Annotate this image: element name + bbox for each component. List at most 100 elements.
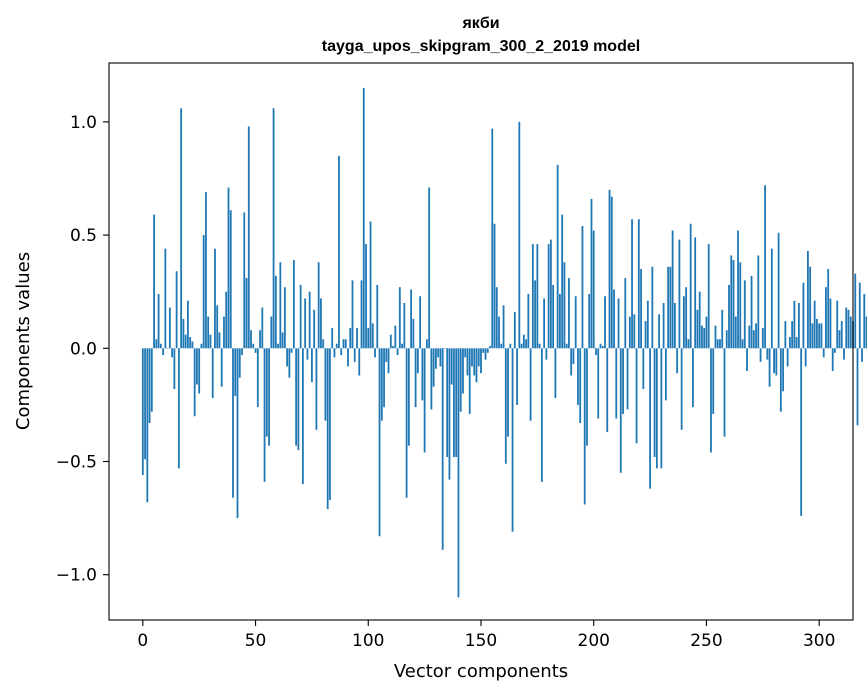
bar-14 [173,348,176,390]
bar-186 [561,214,564,349]
bar-92 [349,327,352,349]
bar-259 [725,330,728,349]
bar-69 [297,348,300,451]
bar-20 [187,300,189,349]
bar-179 [545,348,548,360]
bar-251 [707,244,710,349]
bar-309 [838,330,841,349]
bar-127 [428,187,431,349]
bar-273 [757,255,760,349]
bar-27 [202,235,205,349]
bar-184 [556,164,559,349]
bar-109 [387,348,390,374]
bar-232 [664,348,667,401]
bar-286 [786,348,789,367]
x-tick-label: 50 [245,631,267,651]
bar-165 [513,312,516,349]
bar-142 [462,348,464,394]
bar-253 [712,348,715,414]
bar-1 [144,348,146,460]
bar-114 [398,287,401,349]
plot-frame [108,62,854,621]
bar-230 [660,348,663,469]
bar-19 [184,334,187,349]
bar-63 [283,287,286,349]
bar-118 [407,348,410,446]
bar-180 [547,244,550,349]
bar-321 [865,316,867,349]
bar-227 [653,348,656,457]
bar-192 [574,296,577,349]
bar-102 [371,323,374,349]
bar-244 [692,348,694,408]
bar-229 [658,314,661,349]
bar-47 [247,126,250,349]
bar-254 [714,325,717,349]
bar-314 [849,316,852,349]
bar-206 [606,348,609,433]
bar-49 [252,343,255,349]
bar-224 [646,300,649,349]
bar-133 [441,348,444,550]
bar-26 [200,343,203,349]
bar-75 [311,348,313,383]
bar-12 [168,307,171,349]
bar-146 [471,348,473,367]
bar-153 [486,348,489,353]
bar-219 [635,348,638,444]
bar-50 [254,348,257,353]
x-axis-label: Vector components [394,661,568,682]
bar-173 [531,244,534,349]
bar-175 [536,244,539,349]
bar-200 [592,230,595,349]
bar-97 [360,280,363,349]
bar-113 [396,348,399,356]
bar-30 [209,334,212,349]
bar-167 [518,121,521,349]
bar-17 [180,108,183,349]
bar-152 [484,348,487,360]
bar-41 [234,348,237,396]
bar-243 [689,223,692,349]
bar-147 [473,348,476,376]
y-axis-ticks: −1.0 −0.5 0.0 0.5 1.0 [56,113,109,586]
bar-294 [804,348,807,367]
bar-148 [475,348,478,383]
x-tick-label: 150 [465,631,497,651]
bar-168 [520,343,523,349]
bar-73 [306,348,309,360]
bar-265 [739,262,742,349]
bar-132 [439,348,442,367]
bar-137 [450,348,453,385]
bar-74 [308,291,311,349]
bar-37 [225,291,228,349]
bar-256 [719,339,721,349]
bar-275 [761,327,764,349]
bar-72 [304,298,307,349]
bar-264 [737,230,739,349]
bar-277 [766,348,769,360]
bar-209 [613,289,615,349]
bar-222 [642,348,645,390]
bar-199 [590,198,593,349]
y-tick-label: 0.0 [70,339,97,359]
bar-303 [825,287,827,349]
bar-25 [198,348,201,394]
bar-318 [858,282,861,349]
bar-9 [162,348,165,356]
bar-126 [425,339,428,349]
bar-38 [227,187,230,349]
bar-89 [342,339,345,349]
bar-195 [581,226,584,349]
bar-96 [358,348,361,376]
bar-307 [834,348,836,353]
bar-116 [403,303,406,349]
bar-271 [752,330,755,349]
bar-285 [784,321,787,349]
bar-84 [331,327,334,349]
bar-245 [694,237,697,349]
bar-60 [277,343,279,349]
bar-5 [153,214,155,349]
bar-292 [800,348,803,516]
bar-33 [216,305,219,349]
